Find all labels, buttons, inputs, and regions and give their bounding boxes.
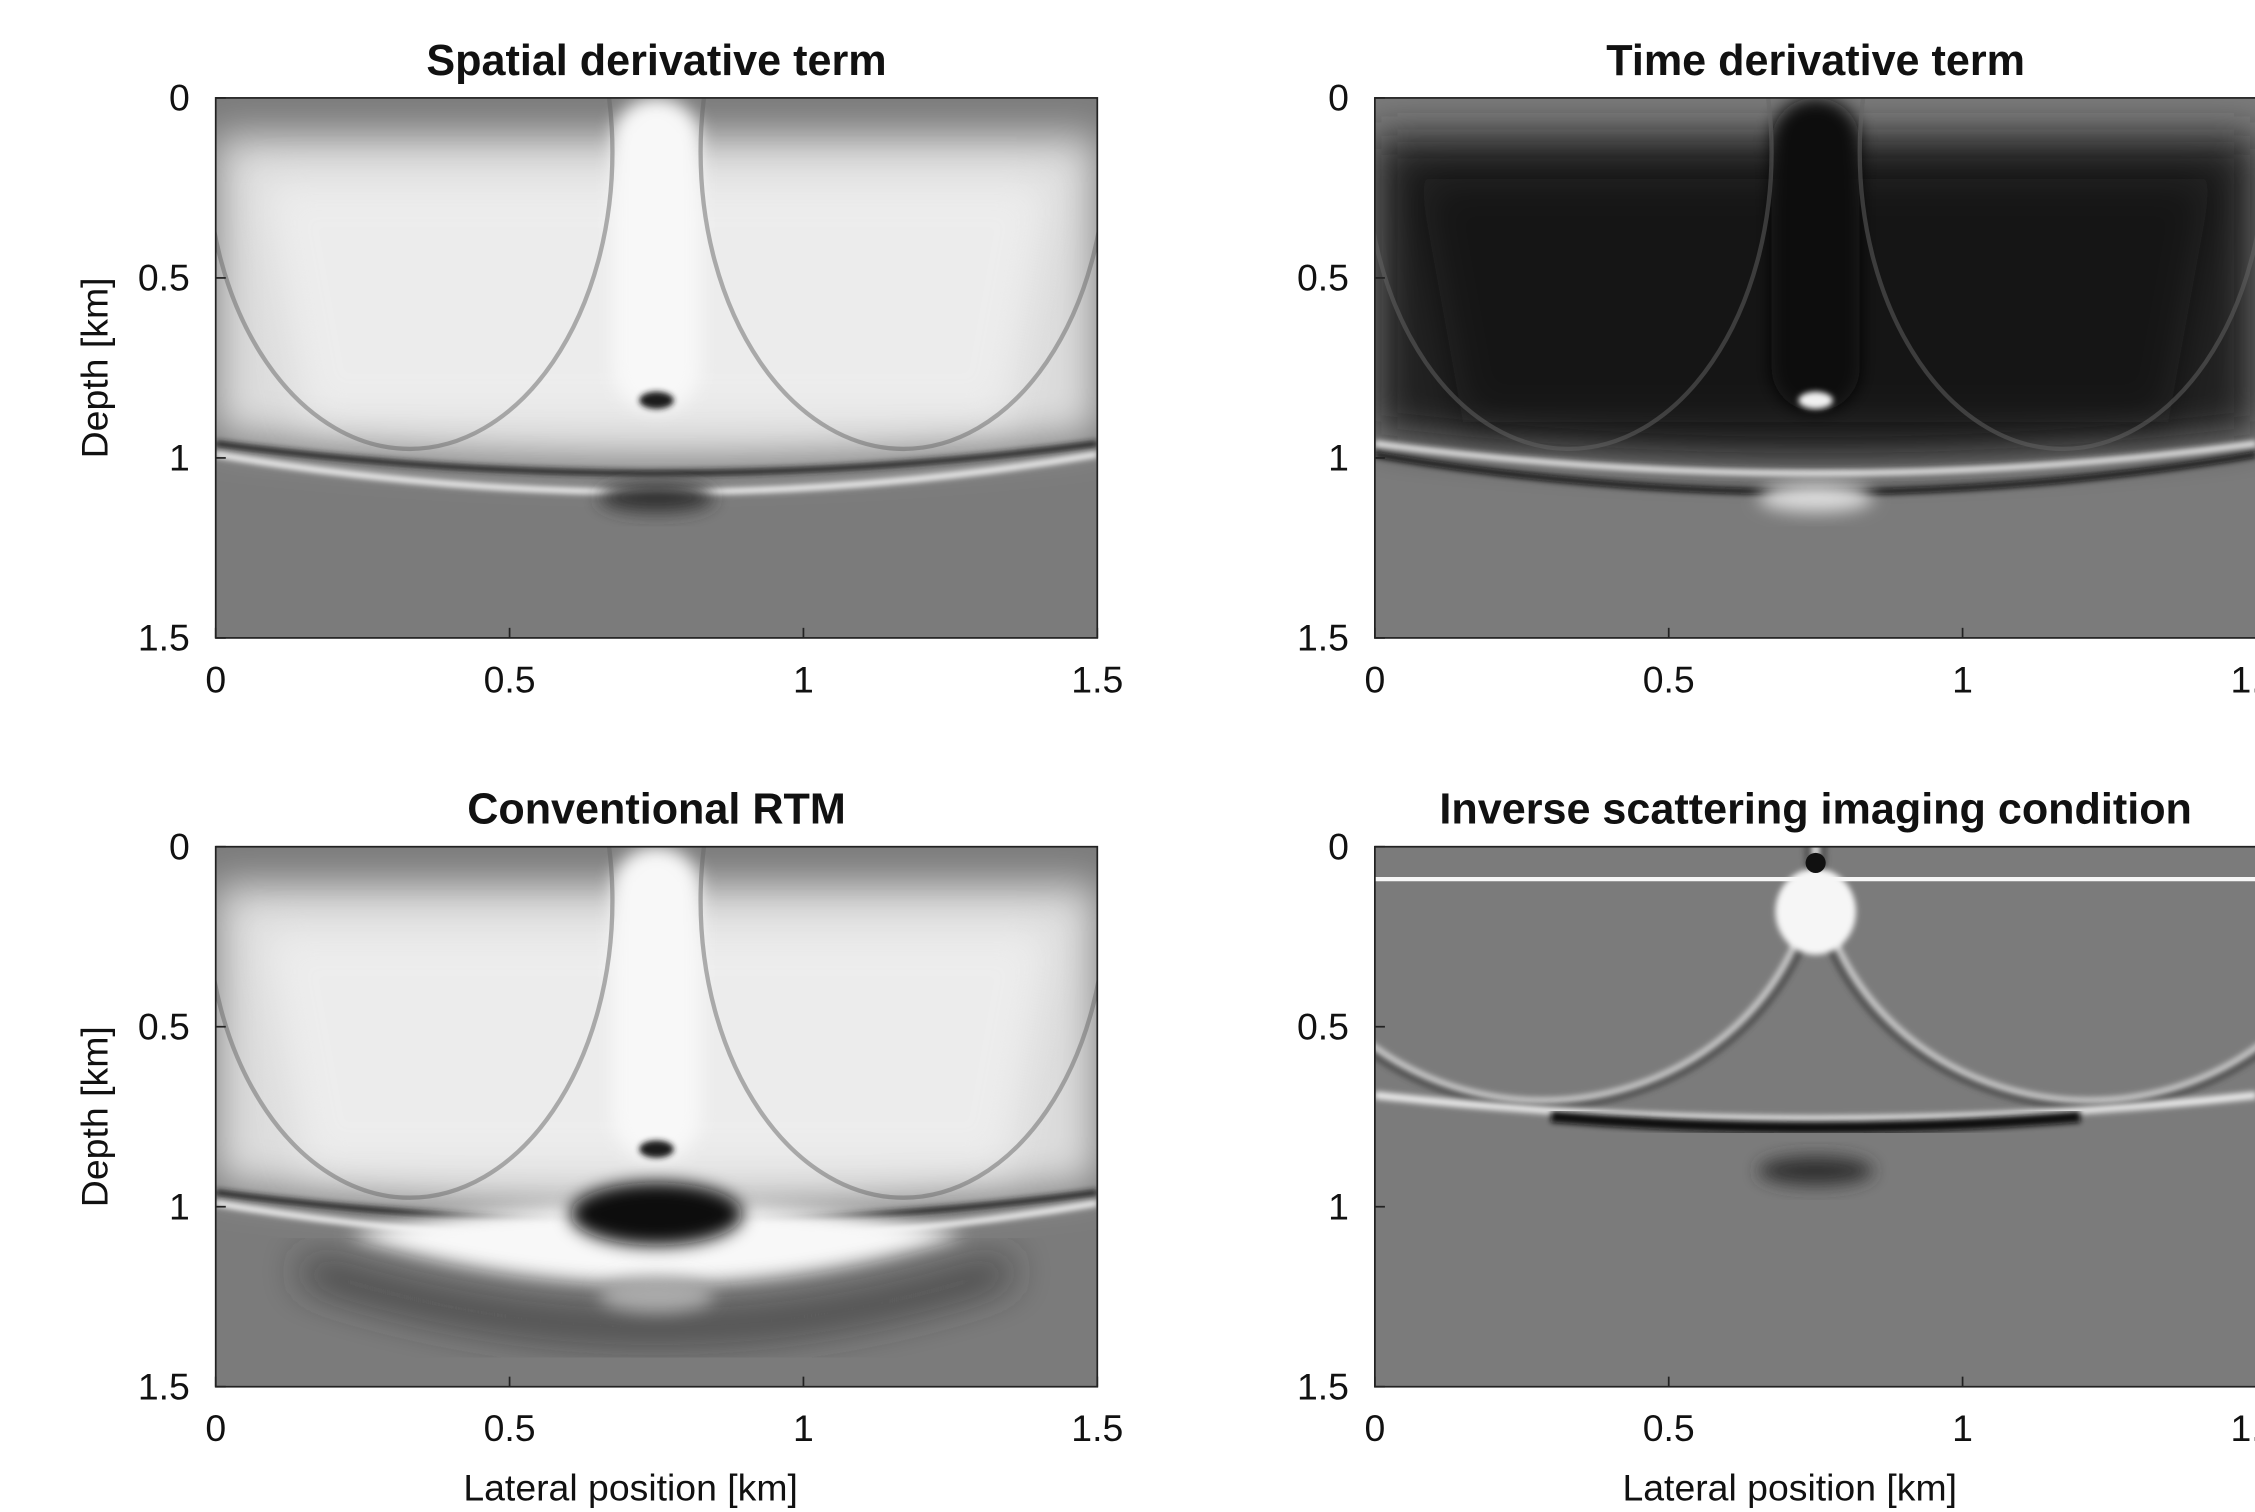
x-axis-label: Lateral position [km] xyxy=(1622,1466,1957,1508)
y-tick-label: 0.5 xyxy=(138,257,190,299)
image-feature xyxy=(698,97,1098,451)
y-tick-label: 0 xyxy=(169,825,190,867)
subplot-title: Time derivative term xyxy=(1606,37,2025,85)
y-tick-label: 1 xyxy=(169,1185,190,1227)
subplot-title: Inverse scattering imaging condition xyxy=(1439,786,2191,834)
image-feature xyxy=(1775,868,1856,955)
image-feature xyxy=(570,1182,743,1246)
image-feature xyxy=(1758,483,1874,512)
image-feature xyxy=(1550,1110,2081,1134)
y-tick-label: 1.5 xyxy=(138,1365,190,1407)
image-feature xyxy=(598,1277,715,1313)
x-tick-label: 0.5 xyxy=(1643,1407,1695,1449)
image-feature xyxy=(639,1140,674,1158)
subplot-title: Conventional RTM xyxy=(467,786,846,834)
x-tick-label: 1.5 xyxy=(2230,1407,2255,1449)
image-plot xyxy=(215,97,1098,638)
x-tick-label: 0 xyxy=(1364,1407,1385,1449)
axes-frame xyxy=(214,845,1099,1388)
image-feature xyxy=(300,1257,1013,1339)
image-feature xyxy=(612,97,701,412)
image-feature xyxy=(215,846,615,1200)
image-feature xyxy=(1374,846,1819,1104)
image-feature xyxy=(215,440,1098,477)
x-tick-label: 1 xyxy=(1952,658,1973,700)
subplot-title: Spatial derivative term xyxy=(426,37,886,85)
image-feature xyxy=(1771,97,1860,412)
x-axis-label: Lateral position [km] xyxy=(463,1466,798,1508)
x-tick-label: 0 xyxy=(205,1407,226,1449)
image-feature xyxy=(1857,97,2255,451)
x-tick-label: 1 xyxy=(1952,1407,1973,1449)
image-feature xyxy=(1805,852,1826,873)
image-feature xyxy=(1798,391,1833,409)
image-feature xyxy=(639,391,674,409)
y-tick-label: 0.5 xyxy=(1297,257,1349,299)
y-tick-label: 0 xyxy=(169,77,190,119)
image-feature xyxy=(1374,1091,2255,1124)
y-tick-label: 1.5 xyxy=(1297,1365,1349,1407)
y-tick-label: 0 xyxy=(1328,77,1349,119)
y-tick-label: 0 xyxy=(1328,825,1349,867)
x-tick-label: 1 xyxy=(793,658,814,700)
x-tick-label: 1.5 xyxy=(1071,658,1123,700)
image-feature xyxy=(598,483,715,512)
x-tick-label: 1.5 xyxy=(1071,1407,1123,1449)
image-plot xyxy=(1374,97,2255,638)
y-tick-label: 1 xyxy=(169,437,190,479)
y-tick-label: 0.5 xyxy=(138,1005,190,1047)
image-feature xyxy=(612,846,701,1160)
image-feature xyxy=(1812,846,2255,1104)
axes-frame xyxy=(214,97,1099,639)
x-tick-label: 0 xyxy=(205,658,226,700)
image-feature xyxy=(1374,440,2255,477)
x-tick-label: 0.5 xyxy=(484,658,536,700)
image-feature xyxy=(1758,1156,1874,1186)
axes-frame xyxy=(1373,845,2255,1388)
x-tick-label: 1.5 xyxy=(2230,658,2255,700)
y-tick-label: 1.5 xyxy=(138,617,190,659)
y-tick-label: 0.5 xyxy=(1297,1005,1349,1047)
y-axis-label: Depth [km] xyxy=(74,277,116,458)
y-tick-label: 1.5 xyxy=(1297,617,1349,659)
y-axis-label: Depth [km] xyxy=(74,1026,116,1207)
image-feature xyxy=(215,97,615,451)
x-tick-label: 1 xyxy=(793,1407,814,1449)
image-plot xyxy=(215,846,1098,1387)
x-tick-label: 0 xyxy=(1364,658,1385,700)
image-feature xyxy=(1374,97,1774,451)
y-tick-label: 1 xyxy=(1328,1185,1349,1227)
y-tick-label: 1 xyxy=(1328,437,1349,479)
image-feature xyxy=(698,846,1098,1200)
image-plot xyxy=(1374,846,2255,1387)
axes-frame xyxy=(1373,97,2255,639)
x-tick-label: 0.5 xyxy=(1643,658,1695,700)
x-tick-label: 0.5 xyxy=(484,1407,536,1449)
